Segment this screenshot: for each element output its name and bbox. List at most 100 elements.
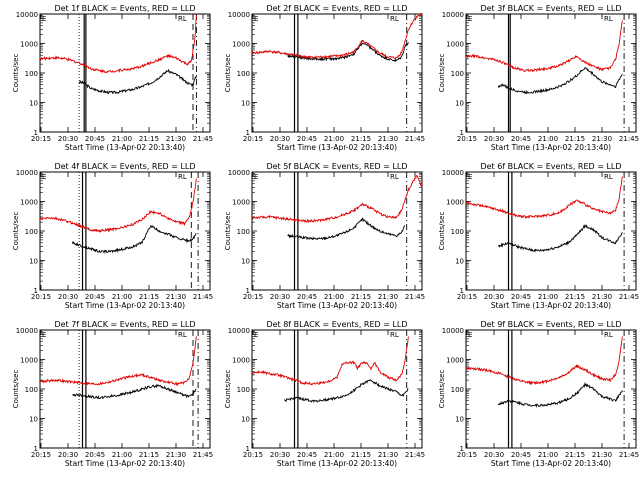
x-tick-label: 21:15 (351, 293, 371, 301)
y-tick-label: 10000 (228, 327, 250, 335)
y-tick-label: 1 (34, 287, 38, 295)
x-tick-label: 21:15 (565, 135, 585, 143)
y-tick-label: 1000 (446, 357, 464, 365)
x-tick-label: 20:30 (484, 451, 504, 459)
y-tick-label: 10000 (228, 11, 250, 19)
series-line-events (287, 217, 405, 241)
x-tick-label: 21:45 (405, 451, 425, 459)
corner-label-left: E (468, 331, 472, 339)
corner-label-left: E (42, 15, 46, 23)
x-tick-label: 20:30 (484, 135, 504, 143)
x-axis-label: Start Time (13-Apr-02 20:13:40) (491, 301, 611, 310)
y-tick-label: 1 (246, 129, 250, 137)
y-tick-label: 1000 (232, 41, 250, 49)
x-tick-label: 20:15 (243, 293, 263, 301)
x-tick-label: 21:00 (324, 451, 344, 459)
y-tick-label: 10 (29, 416, 38, 424)
y-tick-label: 10 (29, 100, 38, 108)
x-tick-label: 21:15 (351, 135, 371, 143)
y-tick-label: 100 (25, 70, 38, 78)
panel-det-2: Det 2f BLACK = Events, RED = LLD 1 10 100 10… (224, 4, 425, 152)
x-tick-label: 20:15 (31, 135, 51, 143)
corner-label-left: E (468, 173, 472, 181)
series-line-events (287, 42, 409, 62)
x-tick-label: 20:15 (31, 293, 51, 301)
corner-label-right: RL (390, 331, 399, 339)
corner-label-left: E (254, 173, 258, 181)
x-tick-label: 20:45 (297, 293, 317, 301)
y-tick-label: 1000 (20, 199, 38, 207)
y-tick-label: 10000 (442, 327, 464, 335)
y-tick-label: 1000 (446, 41, 464, 49)
x-axis-label: Start Time (13-Apr-02 20:13:40) (277, 301, 397, 310)
x-tick-label: 21:30 (166, 293, 186, 301)
x-tick-label: 20:15 (457, 293, 477, 301)
y-tick-label: 100 (451, 70, 464, 78)
x-tick-label: 20:15 (243, 451, 263, 459)
plot-frame (465, 171, 637, 291)
x-tick-label: 21:30 (166, 135, 186, 143)
panel-det-8: Det 8f BLACK = Events, RED = LLD 1 10 100 10… (224, 320, 425, 468)
panel-title: Det 1f BLACK = Events, RED = LLD (54, 4, 195, 13)
y-axis-label: Counts/sec (224, 54, 232, 93)
panel-det-7: Det 7f BLACK = Events, RED = LLD 1 10 100 10… (12, 320, 213, 468)
y-tick-label: 100 (25, 228, 38, 236)
series-line-events (497, 381, 623, 409)
x-tick-label: 20:15 (243, 135, 263, 143)
y-tick-label: 1 (34, 129, 38, 137)
panel-title: Det 9f BLACK = Events, RED = LLD (480, 320, 621, 329)
x-tick-label: 21:45 (619, 135, 639, 143)
x-tick-label: 20:45 (511, 135, 531, 143)
x-tick-label: 21:30 (378, 135, 398, 143)
plot-frame (251, 329, 423, 449)
plot-frame (39, 329, 211, 449)
x-tick-label: 20:30 (58, 293, 78, 301)
plot-frame (39, 171, 211, 291)
x-tick-label: 20:30 (58, 451, 78, 459)
y-axis-label: Counts/sec (12, 212, 20, 251)
series-line-lld (251, 174, 423, 224)
y-tick-label: 10 (455, 416, 464, 424)
plot-frame (39, 13, 211, 133)
y-tick-label: 100 (237, 386, 250, 394)
series-line-events (71, 225, 197, 254)
x-tick-label: 21:45 (405, 293, 425, 301)
x-tick-label: 20:30 (484, 293, 504, 301)
y-tick-label: 1 (460, 287, 464, 295)
y-axis-label: Counts/sec (12, 54, 20, 93)
y-tick-label: 100 (451, 228, 464, 236)
panel-det-3: Det 3f BLACK = Events, RED = LLD 1 10 100 10… (438, 4, 639, 152)
x-tick-label: 21:45 (619, 293, 639, 301)
corner-label-right: RL (390, 173, 399, 181)
x-tick-label: 20:45 (85, 135, 105, 143)
y-tick-label: 10000 (16, 11, 38, 19)
x-tick-label: 21:00 (538, 293, 558, 301)
x-tick-label: 20:45 (511, 451, 531, 459)
corner-label-right: RL (178, 331, 187, 339)
x-tick-label: 21:30 (166, 451, 186, 459)
y-tick-label: 1000 (20, 357, 38, 365)
series-line-lld (465, 176, 623, 219)
x-tick-label: 21:30 (592, 451, 612, 459)
y-tick-label: 100 (451, 386, 464, 394)
y-tick-label: 10000 (442, 169, 464, 177)
plot-frame (251, 13, 423, 133)
series-line-lld (465, 336, 623, 386)
corner-label-right: RL (604, 173, 613, 181)
panel-title: Det 2f BLACK = Events, RED = LLD (266, 4, 407, 13)
x-tick-label: 21:45 (193, 451, 213, 459)
x-tick-label: 21:00 (112, 451, 132, 459)
x-tick-label: 21:30 (592, 293, 612, 301)
panel-det-9: Det 9f BLACK = Events, RED = LLD 1 10 100 10… (438, 320, 639, 468)
y-axis-label: Counts/sec (438, 54, 446, 93)
y-tick-label: 10 (29, 258, 38, 266)
x-axis-label: Start Time (13-Apr-02 20:13:40) (277, 143, 397, 152)
x-tick-label: 20:45 (85, 293, 105, 301)
x-tick-label: 21:45 (193, 293, 213, 301)
x-axis-label: Start Time (13-Apr-02 20:13:40) (65, 459, 185, 468)
x-tick-label: 21:00 (324, 293, 344, 301)
x-tick-label: 21:00 (112, 135, 132, 143)
x-tick-label: 21:00 (538, 451, 558, 459)
series-line-lld (39, 336, 197, 387)
